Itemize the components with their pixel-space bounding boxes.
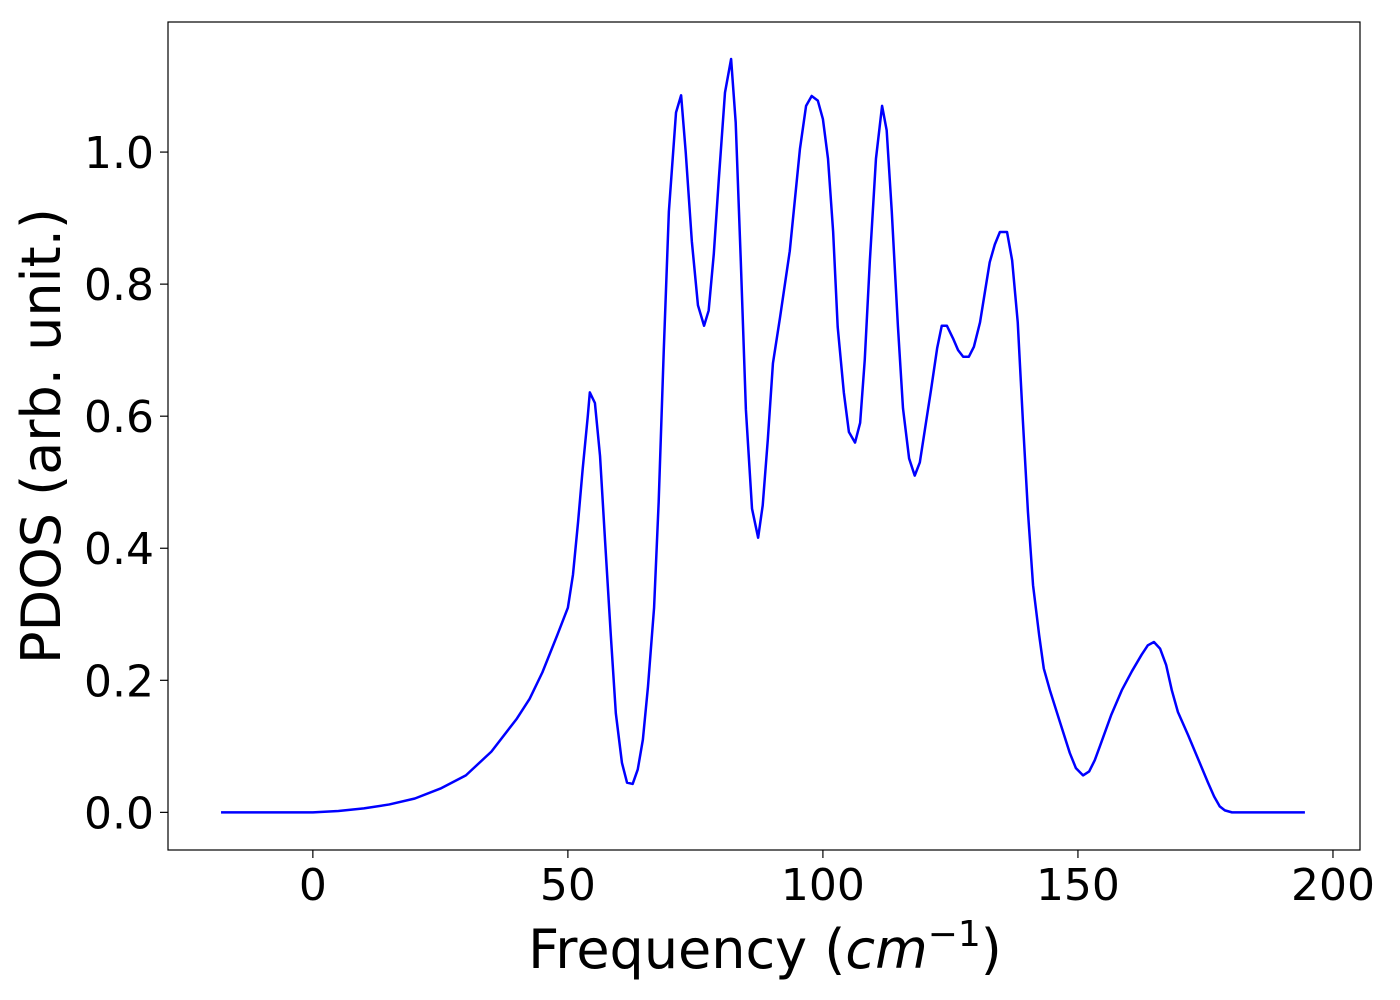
y-axis-label: PDOS (arb. unit.) — [10, 208, 73, 664]
y-tick-label: 0.4 — [84, 524, 154, 575]
plot-frame — [167, 21, 1361, 851]
x-tick-label: 100 — [781, 860, 865, 911]
x-axis-label: Frequency (cm−1) — [528, 914, 1002, 981]
data-line — [221, 57, 1305, 814]
x-label-part: cm — [845, 918, 927, 981]
y-tick-label: 1.0 — [84, 128, 154, 179]
x-tick-label: 0 — [299, 860, 327, 911]
y-tick-label: 0.2 — [84, 656, 154, 707]
x-tick-label: 150 — [1036, 860, 1120, 911]
y-tick-label: 0.0 — [84, 788, 154, 839]
x-label-part: ) — [981, 918, 1002, 981]
x-tick-label: 200 — [1291, 860, 1375, 911]
x-label-part: −1 — [928, 914, 981, 955]
y-tick-label: 0.8 — [84, 260, 154, 311]
x-label-part: Frequency ( — [528, 918, 845, 981]
x-tick-label: 50 — [540, 860, 596, 911]
y-tick-label: 0.6 — [84, 392, 154, 443]
